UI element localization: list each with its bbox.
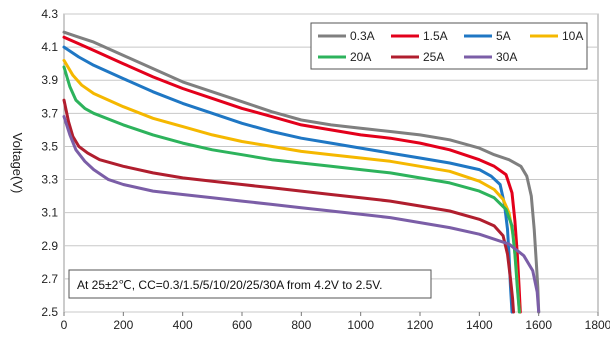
- series-line-20A: [62, 65, 521, 314]
- legend-items: 0.3A 1.5A 5A 10A 20A 25A 30A: [318, 29, 583, 64]
- x-tick-label: 400: [173, 318, 193, 332]
- legend-label: 25A: [423, 50, 444, 64]
- legend-label: 5A: [496, 29, 511, 43]
- x-tick-label: 1800: [585, 318, 610, 332]
- series-line-25A: [62, 98, 515, 314]
- x-tick-label: 600: [232, 318, 252, 332]
- legend-label: 20A: [350, 50, 371, 64]
- x-tick-label: 1600: [525, 318, 552, 332]
- series-line-0_3A: [62, 30, 541, 314]
- series-lines: [62, 30, 541, 314]
- y-tick-label: 2.9: [41, 239, 58, 253]
- y-tick-label: 4.3: [41, 7, 58, 21]
- series-line-5A: [62, 45, 514, 314]
- y-tick-label: 2.5: [41, 305, 58, 319]
- x-axis-ticks: 0 200 400 600 800 1000 1200 1400 1600 1800: [61, 312, 610, 332]
- y-tick-label: 3.3: [41, 173, 58, 187]
- legend-label: 0.3A: [350, 29, 375, 43]
- x-tick-label: 1000: [347, 318, 374, 332]
- annotation: At 25±2℃, CC=0.3/1.5/5/10/20/25/30A from…: [68, 269, 432, 299]
- y-axis-label: Voltage(V): [10, 133, 25, 194]
- y-tick-label: 4.1: [41, 40, 58, 54]
- x-tick-label: 1200: [407, 318, 434, 332]
- legend-label: 30A: [496, 50, 517, 64]
- x-tick-label: 800: [291, 318, 311, 332]
- y-tick-label: 3.9: [41, 73, 58, 87]
- series-line-1_5A: [62, 35, 522, 314]
- x-tick-label: 1400: [466, 318, 493, 332]
- legend: 0.3A 1.5A 5A 10A 20A 25A 30A: [310, 22, 588, 70]
- y-tick-label: 2.7: [41, 272, 58, 286]
- legend-box: [310, 22, 588, 70]
- y-axis-ticks: 2.5 2.7 2.9 3.1 3.3 3.5 3.7 3.9 4.1 4.3: [41, 7, 58, 319]
- x-tick-label: 0: [61, 318, 68, 332]
- legend-label: 10A: [562, 29, 583, 43]
- y-tick-label: 3.1: [41, 206, 58, 220]
- series-line-30A: [62, 115, 541, 314]
- x-tick-label: 200: [113, 318, 133, 332]
- legend-label: 1.5A: [423, 29, 448, 43]
- y-tick-label: 3.5: [41, 139, 58, 153]
- y-tick-label: 3.7: [41, 106, 58, 120]
- annotation-box: [68, 269, 432, 299]
- annotation-text: At 25±2℃, CC=0.3/1.5/5/10/20/25/30A from…: [77, 278, 382, 292]
